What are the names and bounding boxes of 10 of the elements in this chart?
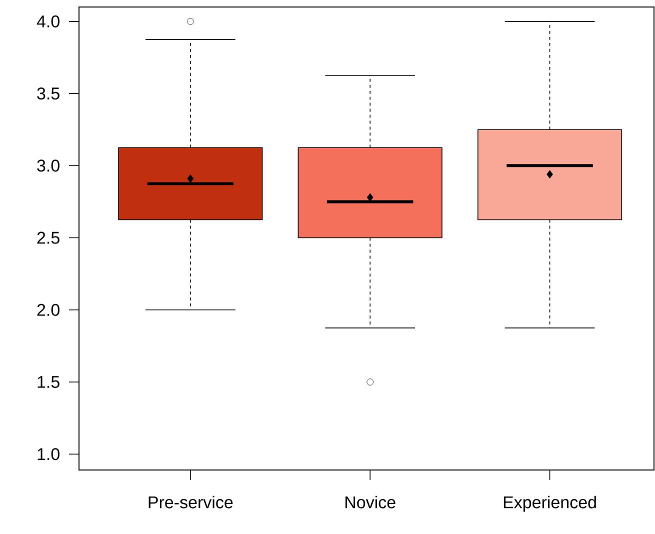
y-tick-label: 4.0 <box>36 15 60 28</box>
y-tick-label: 1.5 <box>38 376 60 388</box>
y-tick-label: 3.0 <box>37 160 60 172</box>
y-tick-label: 2.0 <box>37 304 60 316</box>
y-tick-label: 2.5 <box>37 232 60 244</box>
y-tick-label: 1.0 <box>38 448 60 460</box>
x-tick-label: Pre-service <box>148 496 233 508</box>
x-tick-label: Novice <box>346 496 396 508</box>
y-tick-label: 3.5 <box>37 88 60 100</box>
x-tick-label: Experienced <box>504 496 596 512</box>
